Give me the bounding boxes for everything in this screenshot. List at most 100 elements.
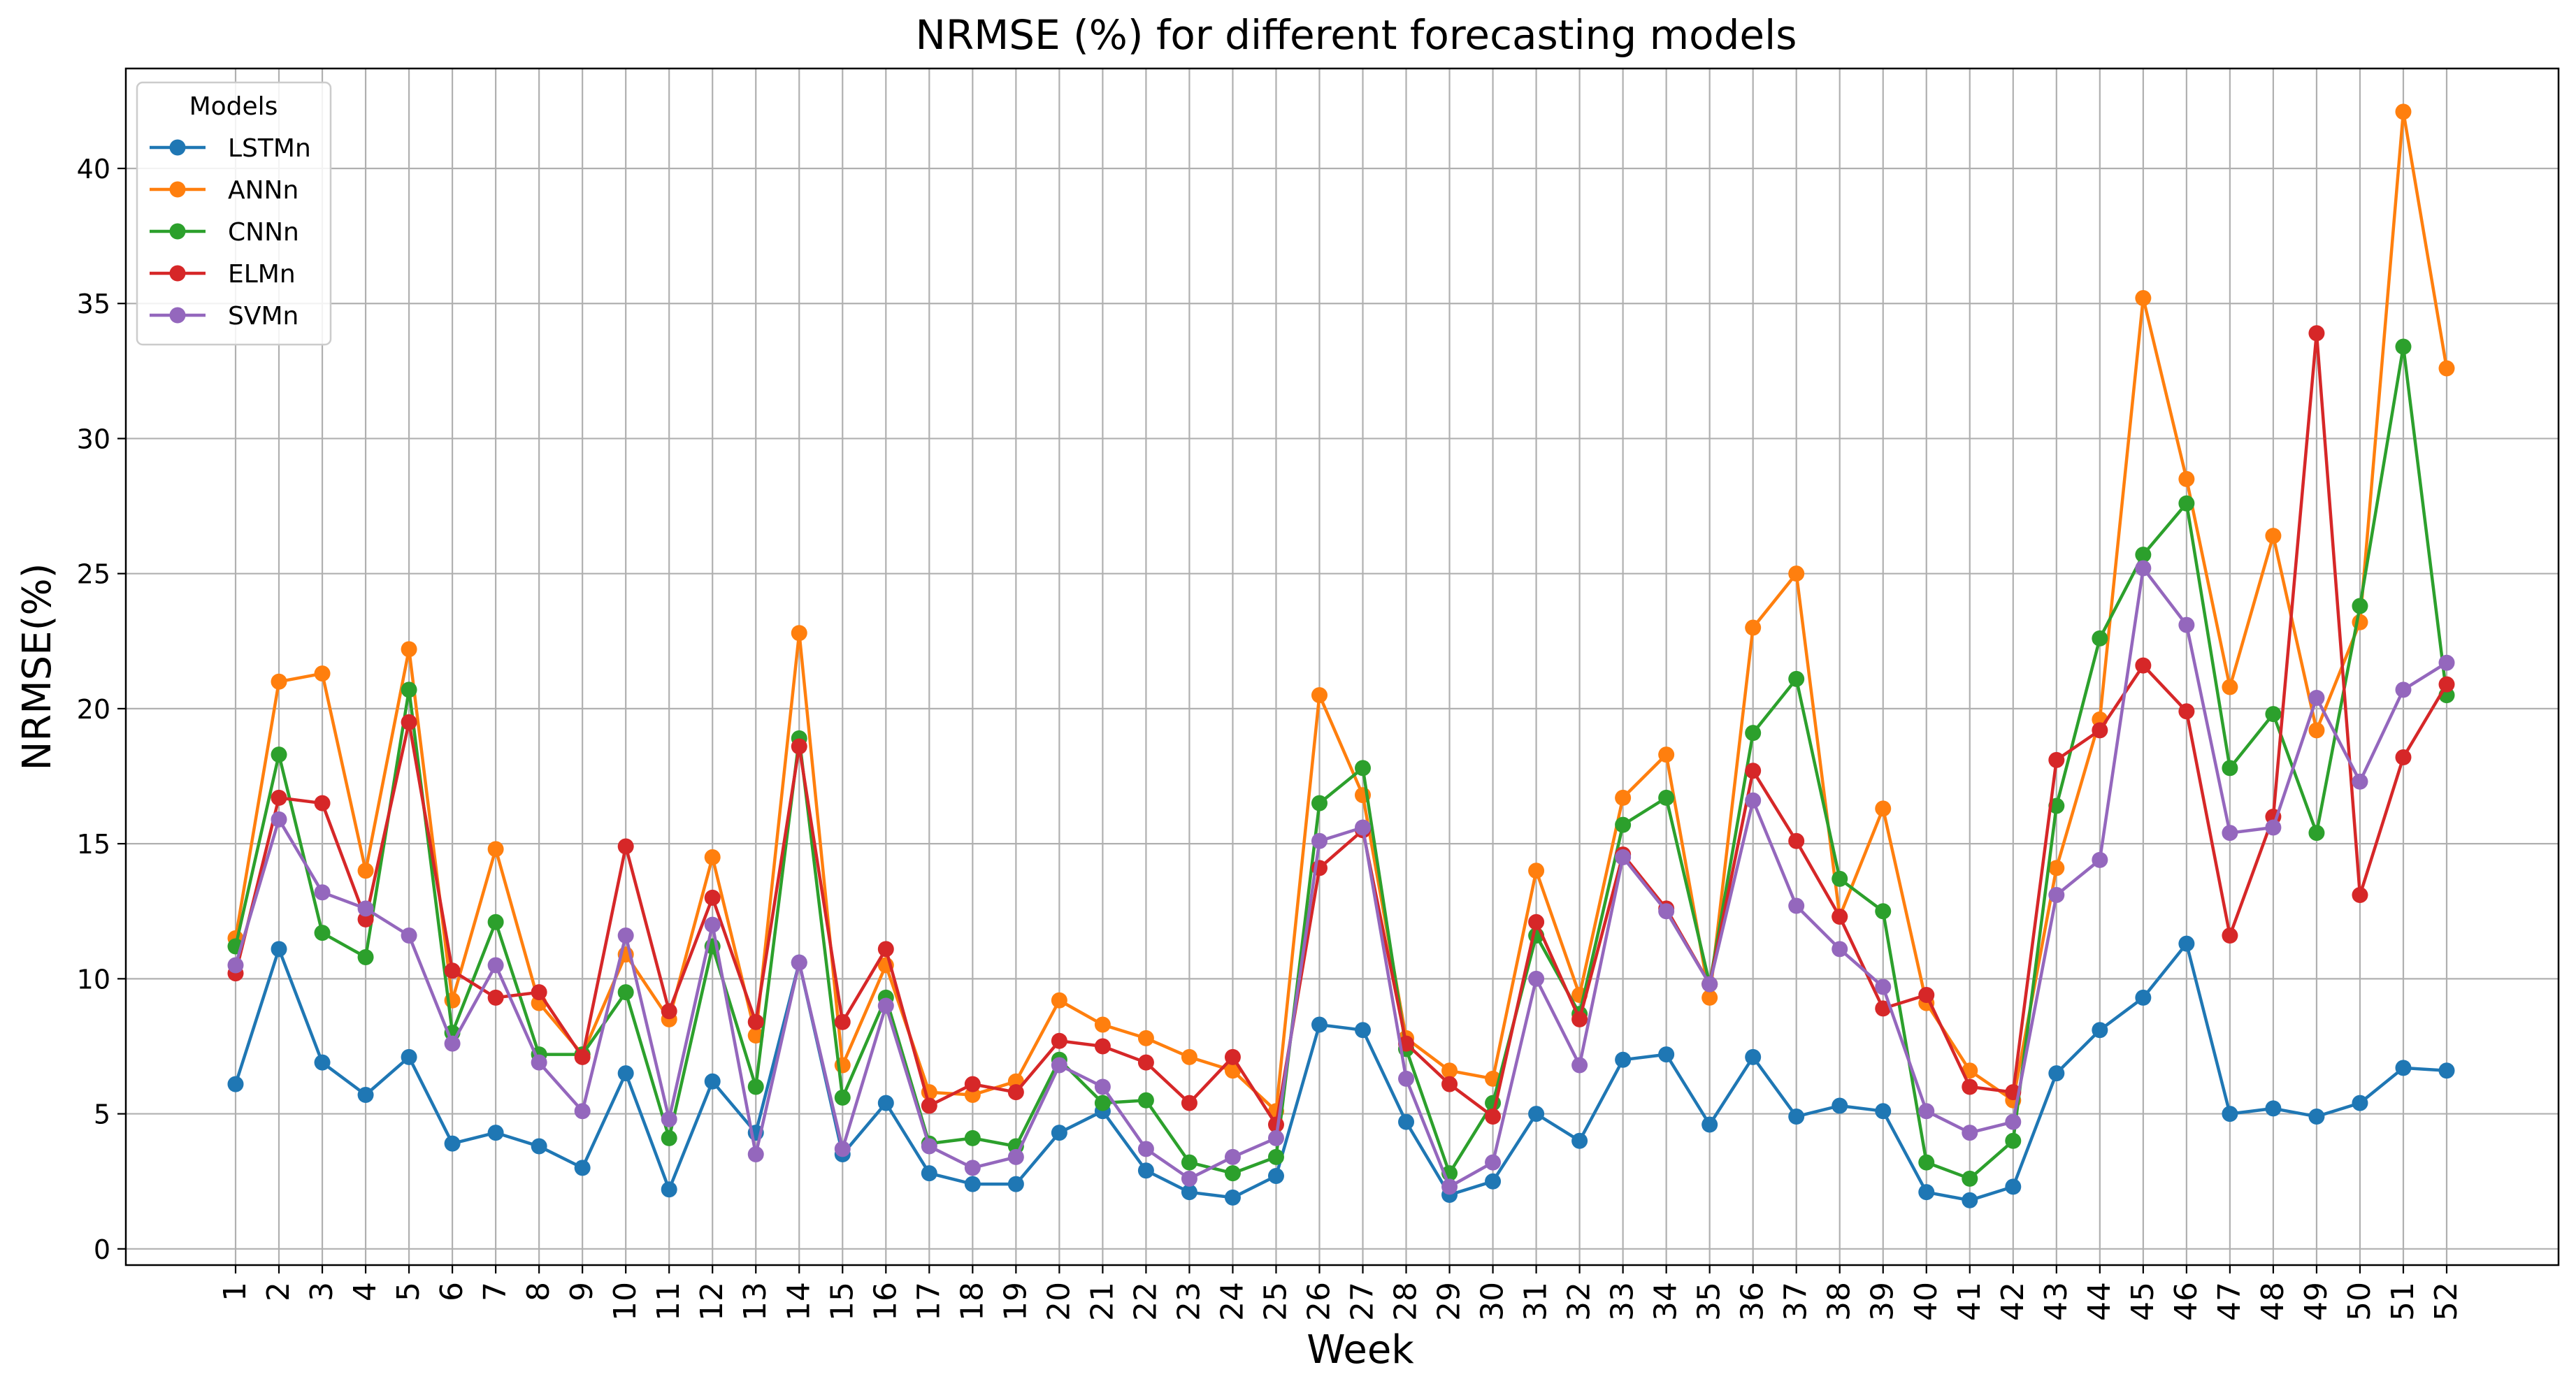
data-point [2352,1095,2368,1111]
data-point [964,1160,981,1176]
data-point [574,1160,591,1176]
x-tick-label: 14 [781,1282,816,1321]
y-axis: 0 5 10 15 20 25 30 35 40 [77,154,126,1265]
data-point [2135,547,2152,563]
data-point [1224,1148,1241,1165]
data-point [271,789,287,806]
data-point [921,1138,937,1155]
data-point [964,1176,981,1192]
data-point [271,941,287,958]
data-point [2048,887,2065,904]
data-point [444,1035,461,1052]
data-point [574,1048,591,1065]
data-point [1355,760,1372,777]
data-point [1962,1125,1978,1141]
data-point [661,1003,677,1020]
data-point [1007,1176,1024,1192]
legend-label: ELMn [228,260,296,289]
data-point [617,838,634,855]
data-point [1745,763,1762,779]
data-point [1267,1167,1284,1184]
data-point [2048,751,2065,768]
data-point [1875,1103,1892,1120]
series-line [233,566,2448,1189]
data-point [1875,1000,1892,1017]
data-point [1832,1097,1848,1114]
data-point [747,1146,764,1163]
data-point [1398,1070,1415,1087]
data-point [1788,1108,1805,1125]
data-point [487,989,504,1006]
data-point [1181,1154,1197,1171]
x-tick-label: 20 [1041,1282,1077,1321]
data-point [271,673,287,690]
data-point [1485,1154,1502,1171]
data-point [574,1103,591,1120]
data-point [747,1078,764,1095]
data-point [1137,1054,1154,1071]
legend-marker [169,223,186,240]
data-point [661,1181,677,1198]
x-tick-label: 48 [2255,1282,2291,1321]
x-tick-label: 8 [521,1282,556,1301]
x-tick-label: 6 [434,1282,470,1301]
legend-marker [169,307,186,324]
data-point [1441,1076,1458,1092]
data-point [1224,1165,1241,1182]
data-point [227,957,244,974]
data-point [1832,908,1848,925]
y-tick-label: 35 [77,289,110,319]
x-tick-label: 43 [2038,1282,2074,1321]
data-point [1267,1129,1284,1146]
data-point [2265,819,2282,836]
data-point [617,1065,634,1082]
data-point [877,997,894,1014]
data-point [2352,773,2368,790]
data-point [1962,1170,1978,1187]
data-point [1051,1057,1067,1074]
data-point [1007,1148,1024,1165]
data-point [2178,935,2195,952]
data-point [1311,795,1327,811]
x-tick-label: 47 [2212,1282,2247,1321]
data-point [2352,598,2368,614]
data-point [921,1097,937,1114]
x-tick-label: 7 [477,1282,513,1301]
data-point [2005,1132,2022,1149]
data-point [661,1111,677,1127]
data-point [2265,1100,2282,1117]
data-point [487,841,504,858]
data-point [2438,1062,2455,1079]
data-point [1788,565,1805,582]
data-point [1571,1132,1588,1149]
data-point [357,948,374,965]
data-point [2135,989,2152,1006]
data-point [1398,1113,1415,1130]
data-point [1181,1170,1197,1187]
data-point [1528,862,1545,879]
data-point [531,1138,547,1155]
data-point [1311,687,1327,704]
data-point [314,925,331,941]
x-tick-label: 34 [1648,1282,1684,1321]
x-tick-label: 15 [824,1282,860,1321]
data-point [1615,1051,1632,1068]
legend-label: SVMn [228,302,298,331]
data-point [791,954,807,971]
y-tick-label: 25 [77,559,110,590]
legend: Models LSTMn ANNn CNNn ELMn SVMn [136,81,332,346]
data-point [1701,976,1718,992]
series-line [233,941,2447,1202]
x-tick-label: 27 [1345,1282,1381,1321]
data-point [314,1054,331,1071]
data-point [1007,1084,1024,1101]
legend-marker [169,181,186,198]
data-point [964,1076,981,1092]
data-point [2092,630,2108,647]
legend-item-lstmn: LSTMn [150,134,311,163]
data-point [271,811,287,828]
data-point [2048,1065,2065,1082]
data-point [1788,670,1805,687]
data-point [1745,792,1762,809]
